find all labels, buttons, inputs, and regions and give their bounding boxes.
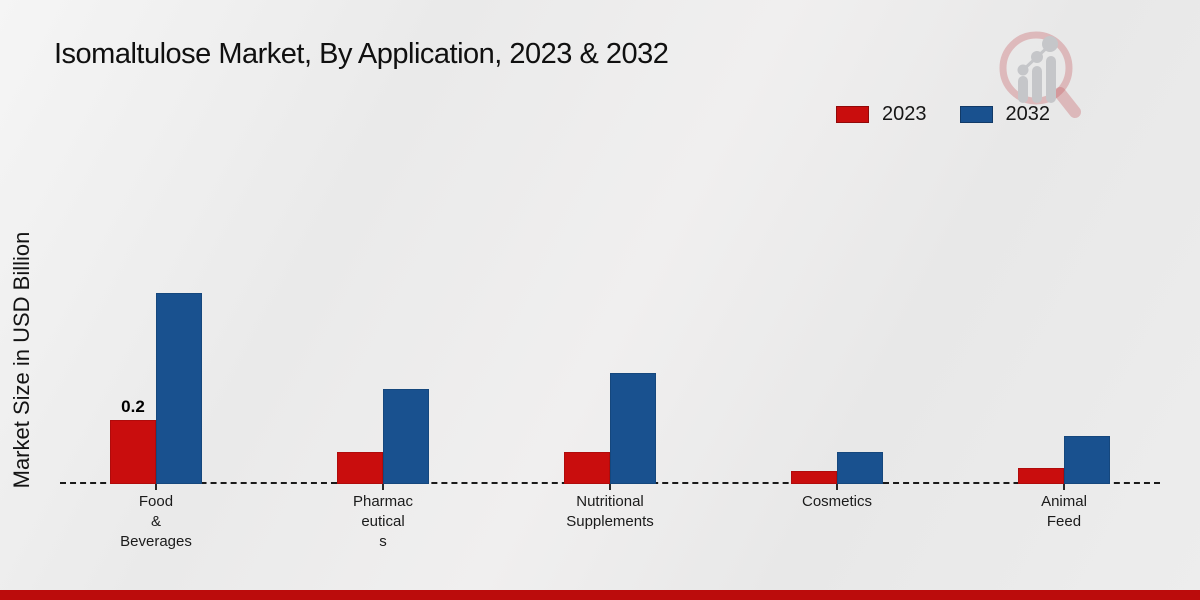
brand-logo xyxy=(999,31,1081,118)
x-axis-tick xyxy=(609,484,611,490)
bar-value-label: 0.2 xyxy=(121,397,145,416)
bar-2032-category-1 xyxy=(383,389,429,484)
legend-swatch-icon xyxy=(959,106,993,123)
bar-2023-category-3 xyxy=(791,471,837,484)
bar-2023-category-4 xyxy=(1018,468,1064,484)
bar-2032-category-0 xyxy=(156,293,202,484)
magnifier-handle-icon xyxy=(1054,87,1081,118)
logo-bar-icon xyxy=(1018,76,1028,103)
bar-2023-category-1 xyxy=(337,452,383,484)
x-axis-tick xyxy=(1063,484,1065,490)
x-axis-tick xyxy=(155,484,157,490)
legend-swatch-icon xyxy=(836,106,869,123)
x-category-label: Pharmac eutical s xyxy=(352,493,414,550)
x-category-label: Food & Beverages xyxy=(120,493,192,550)
bar-2023-category-2 xyxy=(564,452,610,484)
legend-label: 2023 xyxy=(882,103,927,125)
bar-2032-category-3 xyxy=(837,452,883,484)
bar-2023-category-0 xyxy=(110,420,156,484)
chart-title: Isomaltulose Market, By Application, 202… xyxy=(54,38,669,70)
bar-2032-category-4 xyxy=(1064,436,1110,484)
legend-item-2032: 2032 xyxy=(959,103,1051,126)
bar-2032-category-2 xyxy=(610,373,656,484)
x-category-label: Cosmetics xyxy=(801,493,873,510)
legend-label: 2032 xyxy=(1005,103,1051,125)
x-category-label: Nutritional Supplements xyxy=(566,493,654,530)
logo-trend-dot-icon xyxy=(1031,51,1043,63)
legend-item-2023: 2023 xyxy=(836,103,927,126)
x-axis-tick xyxy=(382,484,384,490)
logo-bar-icon xyxy=(1046,56,1056,103)
x-axis-tick xyxy=(836,484,838,490)
logo-bar-icon xyxy=(1032,66,1042,103)
logo-trend-dot-icon xyxy=(1017,64,1029,76)
legend: 2023 2032 xyxy=(836,103,1050,126)
footer-accent-bar xyxy=(0,590,1200,600)
logo-trend-dot-icon xyxy=(1042,36,1058,52)
x-category-label: Animal Feed xyxy=(1041,493,1087,530)
